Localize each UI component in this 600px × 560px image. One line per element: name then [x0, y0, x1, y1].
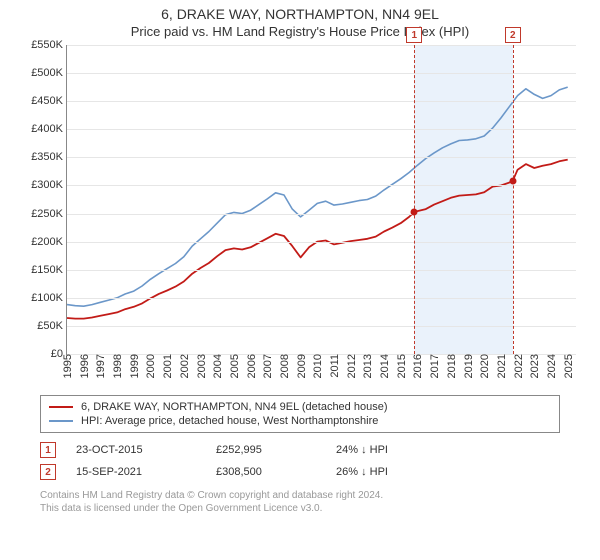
x-axis-label: 2008 — [277, 354, 291, 378]
y-axis-label: £450K — [31, 95, 67, 107]
gridline — [67, 101, 576, 102]
series-hpi — [67, 87, 568, 306]
x-axis-label: 1997 — [93, 354, 107, 378]
legend-label: 6, DRAKE WAY, NORTHAMPTON, NN4 9EL (deta… — [81, 401, 388, 413]
y-axis-label: £350K — [31, 151, 67, 163]
gridline — [67, 129, 576, 130]
footnote: Contains HM Land Registry data © Crown c… — [40, 489, 560, 515]
y-axis-label: £300K — [31, 179, 67, 191]
x-axis-label: 2016 — [410, 354, 424, 378]
x-axis-label: 2007 — [260, 354, 274, 378]
x-axis-label: 2004 — [210, 354, 224, 378]
sale-marker-box: 2 — [505, 27, 521, 43]
gridline — [67, 242, 576, 243]
legend-item: 6, DRAKE WAY, NORTHAMPTON, NN4 9EL (deta… — [49, 400, 551, 414]
x-axis-label: 2013 — [360, 354, 374, 378]
x-axis-label: 2001 — [160, 354, 174, 378]
x-axis-label: 1996 — [77, 354, 91, 378]
x-axis-label: 2023 — [527, 354, 541, 378]
line-svg — [67, 45, 576, 354]
sale-row: 2 15-SEP-2021£308,50026% ↓ HPI — [40, 461, 560, 483]
y-axis-label: £550K — [31, 39, 67, 51]
sale-diff: 24% ↓ HPI — [336, 444, 456, 456]
x-axis-label: 2019 — [461, 354, 475, 378]
chart-title: 6, DRAKE WAY, NORTHAMPTON, NN4 9EL — [161, 6, 439, 22]
y-axis-label: £200K — [31, 236, 67, 248]
sale-diff: 26% ↓ HPI — [336, 466, 456, 478]
x-axis-label: 2017 — [427, 354, 441, 378]
x-axis-label: 2002 — [177, 354, 191, 378]
gridline — [67, 298, 576, 299]
sale-row-marker: 2 — [40, 464, 56, 480]
footnote-line: Contains HM Land Registry data © Crown c… — [40, 489, 560, 502]
y-axis-label: £50K — [37, 320, 67, 332]
gridline — [67, 157, 576, 158]
sale-date: 23-OCT-2015 — [76, 444, 216, 456]
x-axis-label: 2000 — [143, 354, 157, 378]
x-axis-label: 2003 — [194, 354, 208, 378]
x-axis-label: 2012 — [344, 354, 358, 378]
x-axis-label: 1995 — [60, 354, 74, 378]
chart-container: 6, DRAKE WAY, NORTHAMPTON, NN4 9EL Price… — [0, 0, 600, 560]
sales-table: 1 23-OCT-2015£252,99524% ↓ HPI 2 15-SEP-202… — [40, 439, 560, 483]
x-axis-label: 1998 — [110, 354, 124, 378]
gridline — [67, 185, 576, 186]
sale-row-marker: 1 — [40, 442, 56, 458]
y-axis-label: £150K — [31, 264, 67, 276]
x-axis-label: 2024 — [544, 354, 558, 378]
x-axis-label: 2021 — [494, 354, 508, 378]
x-axis-label: 2018 — [444, 354, 458, 378]
sale-price: £308,500 — [216, 466, 336, 478]
footnote-line: This data is licensed under the Open Gov… — [40, 502, 560, 515]
x-axis-label: 2011 — [327, 354, 341, 378]
gridline — [67, 214, 576, 215]
plot-area: £0£50K£100K£150K£200K£250K£300K£350K£400… — [66, 45, 576, 355]
x-axis-label: 2022 — [511, 354, 525, 378]
x-axis-label: 2015 — [394, 354, 408, 378]
legend: 6, DRAKE WAY, NORTHAMPTON, NN4 9EL (deta… — [40, 395, 560, 433]
series-price_paid — [67, 160, 568, 319]
legend-item: HPI: Average price, detached house, West… — [49, 414, 551, 428]
sale-marker-box: 1 — [406, 27, 422, 43]
y-axis-label: £250K — [31, 208, 67, 220]
sale-dot — [509, 177, 516, 184]
legend-swatch — [49, 406, 73, 408]
x-axis-label: 2006 — [244, 354, 258, 378]
sale-date: 15-SEP-2021 — [76, 466, 216, 478]
plot-wrap: £0£50K£100K£150K£200K£250K£300K£350K£400… — [20, 45, 580, 385]
sale-marker-line — [414, 45, 415, 354]
y-axis-label: £400K — [31, 123, 67, 135]
sale-marker-line — [513, 45, 514, 354]
x-axis-label: 2020 — [477, 354, 491, 378]
x-axis-label: 2010 — [310, 354, 324, 378]
x-axis-label: 2009 — [294, 354, 308, 378]
sale-price: £252,995 — [216, 444, 336, 456]
x-axis-label: 2014 — [377, 354, 391, 378]
gridline — [67, 45, 576, 46]
x-axis-label: 2025 — [561, 354, 575, 378]
gridline — [67, 326, 576, 327]
legend-swatch — [49, 420, 73, 422]
x-axis-label: 1999 — [127, 354, 141, 378]
sale-row: 1 23-OCT-2015£252,99524% ↓ HPI — [40, 439, 560, 461]
x-axis-label: 2005 — [227, 354, 241, 378]
gridline — [67, 270, 576, 271]
sale-dot — [411, 208, 418, 215]
y-axis-label: £100K — [31, 292, 67, 304]
legend-label: HPI: Average price, detached house, West… — [81, 415, 378, 427]
y-axis-label: £500K — [31, 67, 67, 79]
gridline — [67, 73, 576, 74]
